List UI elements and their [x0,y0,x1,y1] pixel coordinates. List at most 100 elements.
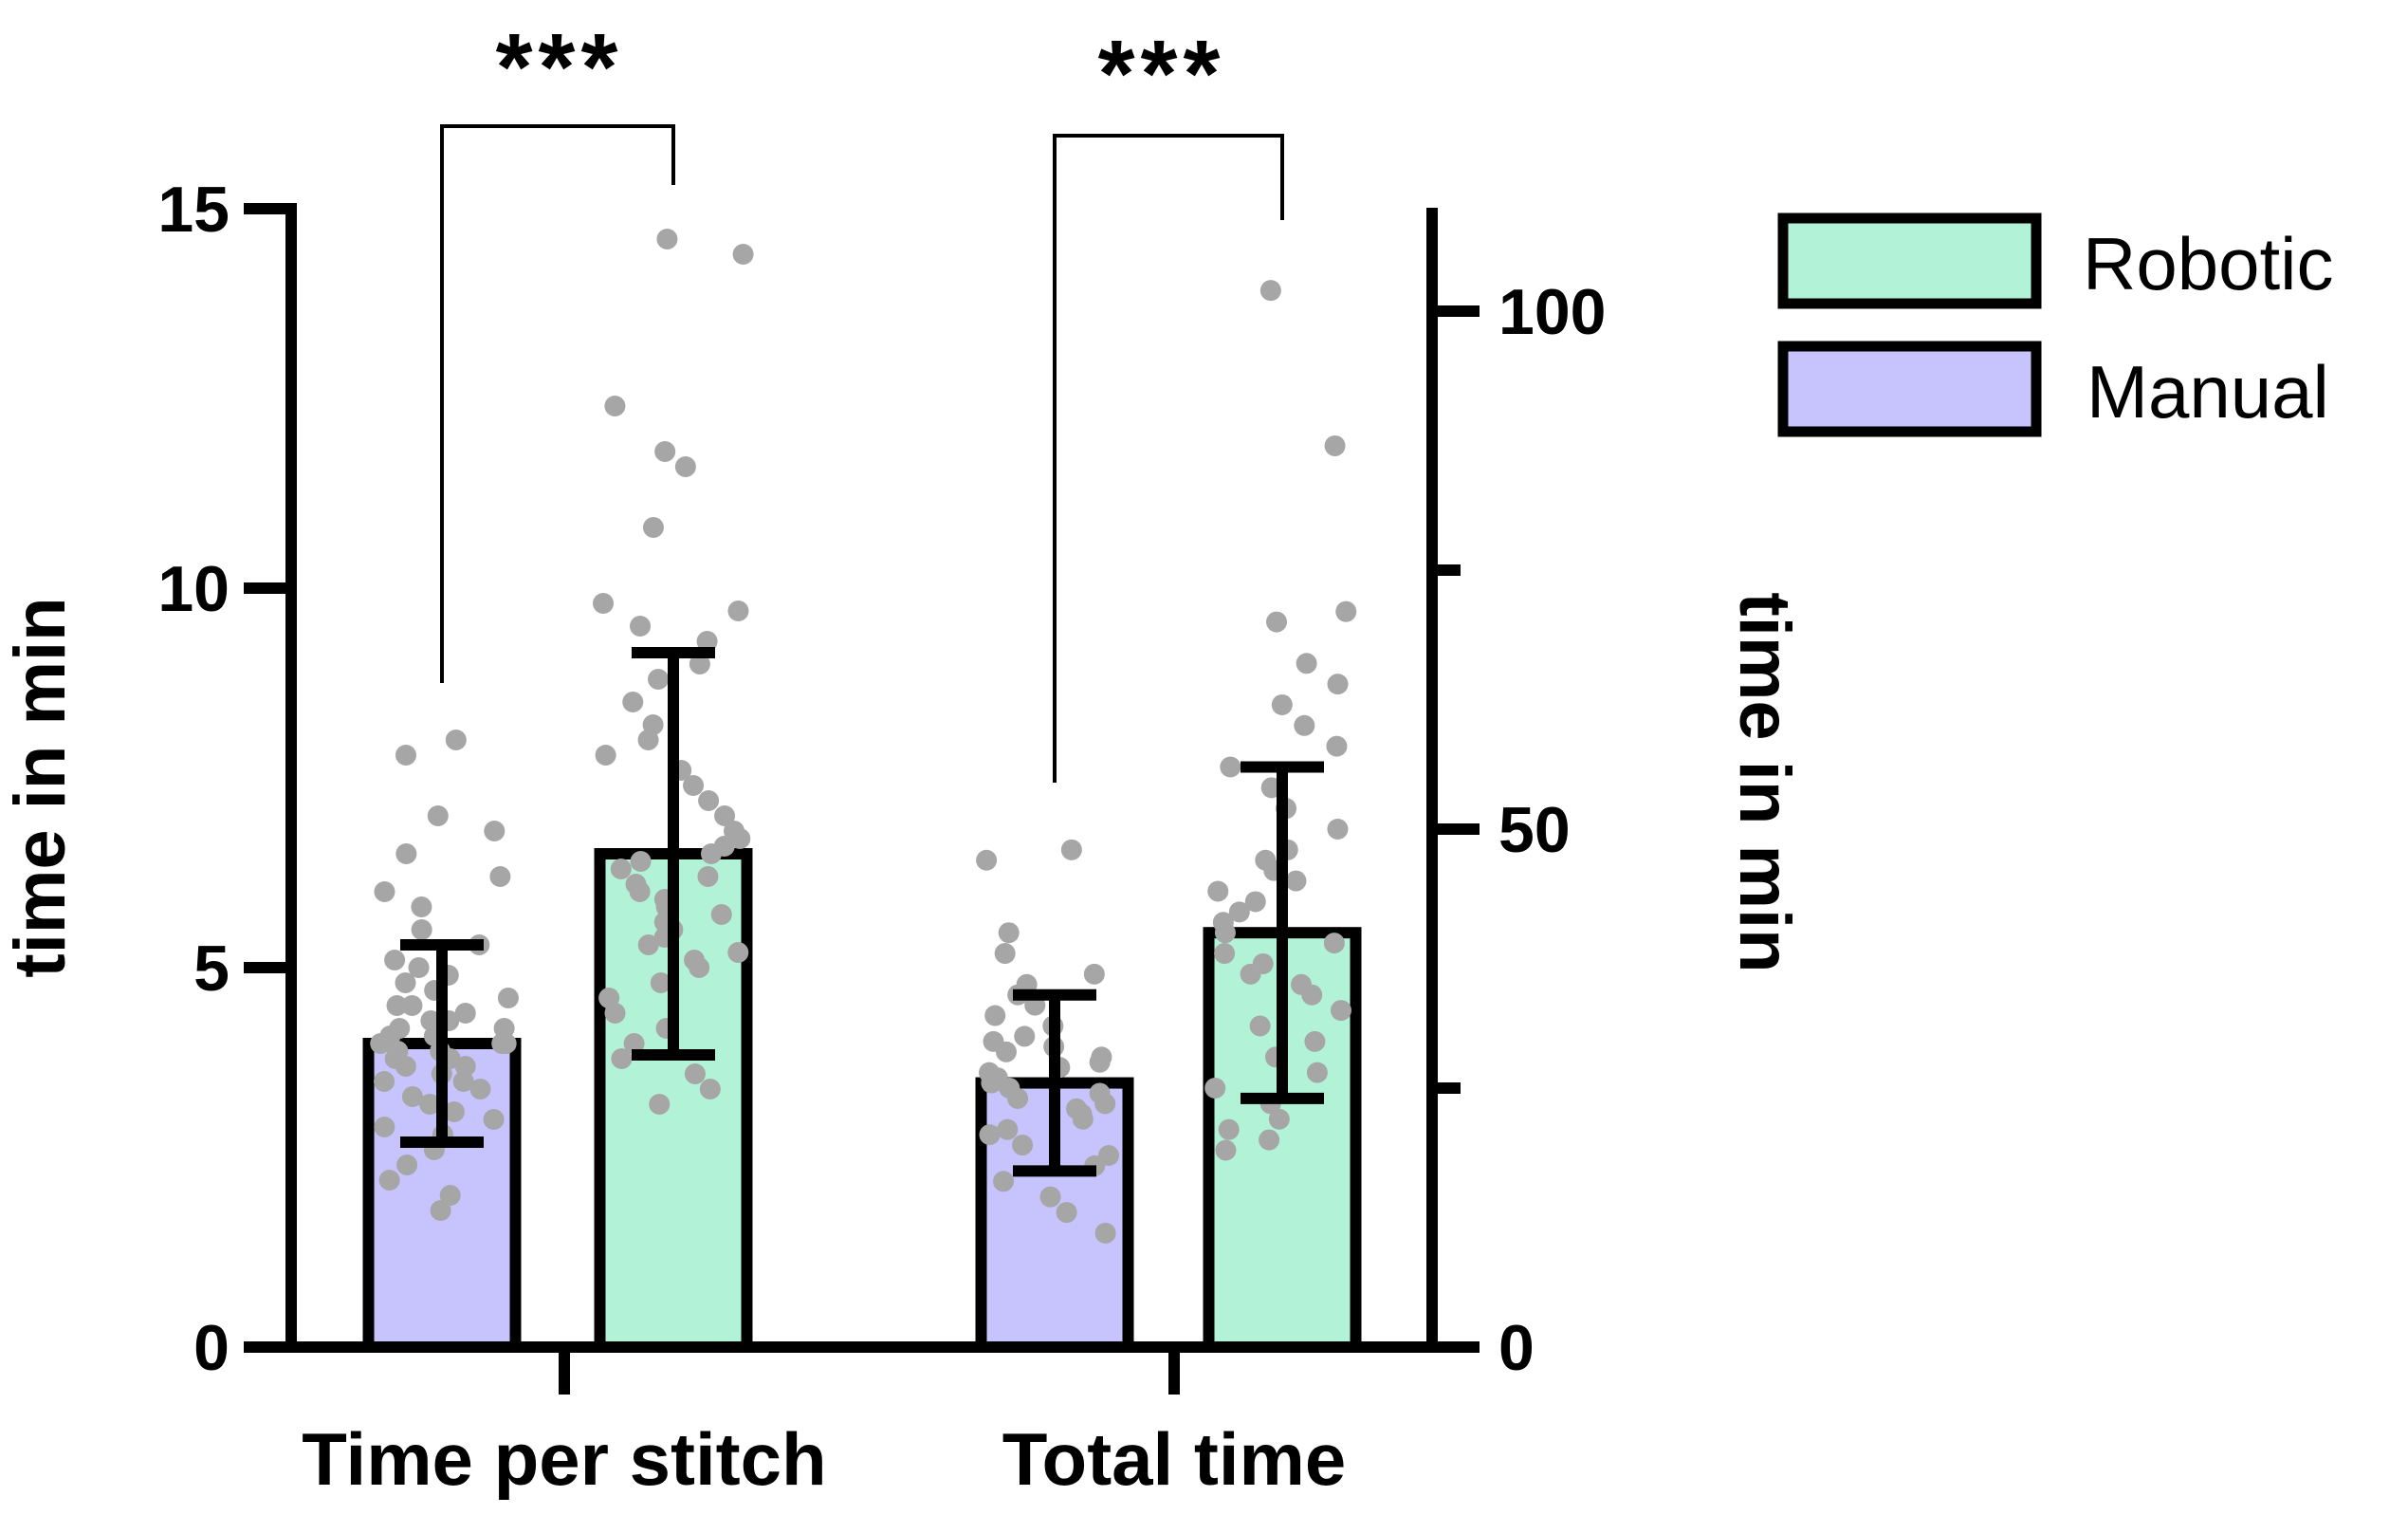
category-label-time-per-stitch: Time per stitch [302,1417,826,1501]
data-point-robotic-total [1323,933,1345,954]
data-point-robotic-total [1330,1000,1351,1022]
data-point-manual-total [997,1118,1019,1140]
data-point-robotic-stitch [732,244,754,265]
data-point-manual-stitch [386,995,408,1016]
significance-bracket-stitch [440,124,675,683]
data-point-robotic-stitch [642,714,664,735]
data-point-robotic-total [1327,674,1349,695]
legend-label-robotic: Robotic [2083,222,2333,305]
significance-label-stitch: *** [496,14,624,120]
data-point-robotic-stitch [699,1079,721,1099]
data-point-manual-total [994,943,1016,965]
data-point-robotic-total [1207,880,1229,902]
data-point-manual-stitch [374,1071,395,1092]
data-point-manual-stitch [401,1086,423,1107]
data-point-manual-total [1098,1144,1120,1166]
left-tick-label-10: 10 [157,553,230,625]
data-point-manual-stitch [497,988,519,1008]
data-point-manual-total [1056,1202,1077,1224]
data-point-robotic-total [1259,1129,1280,1151]
data-point-manual-total [1060,839,1082,860]
data-point-robotic-total [1327,819,1349,840]
data-point-robotic-stitch [689,654,710,674]
data-point-manual-stitch [389,1018,411,1039]
data-point-robotic-stitch [713,836,735,857]
data-point-manual-total [983,1030,1004,1052]
data-point-manual-stitch [374,1117,395,1137]
data-point-manual-stitch [489,866,511,887]
data-point-manual-stitch [445,730,467,750]
data-point-manual-stitch [411,919,432,940]
data-point-robotic-stitch [637,934,659,955]
data-point-manual-total [979,1124,1001,1146]
left-tick-label-0: 0 [193,1312,230,1384]
data-point-manual-stitch [469,1079,491,1099]
data-point-robotic-stitch [683,775,705,796]
significance-bracket-total [1053,134,1284,783]
data-point-robotic-stitch [684,1063,706,1084]
data-point-robotic-total [1204,1078,1226,1099]
right-axis-title: time in min [1724,592,1805,972]
data-point-robotic-stitch [710,904,732,925]
right-tick-label-50: 50 [1498,794,1571,866]
left-axis-title: time in min [0,597,81,977]
data-point-robotic-stitch [698,790,720,811]
data-point-manual-total [1012,1135,1034,1156]
data-point-robotic-stitch [593,593,615,614]
data-point-manual-stitch [493,1018,515,1039]
data-point-manual-stitch [395,972,416,993]
data-point-robotic-stitch [595,745,616,766]
data-point-manual-stitch [396,1155,418,1175]
data-point-manual-stitch [484,821,505,841]
data-point-robotic-total [1255,849,1277,871]
data-point-robotic-total [1326,735,1348,757]
data-point-manual-stitch [384,950,406,970]
data-point-robotic-stitch [630,616,652,637]
data-point-manual-stitch [401,995,423,1016]
data-point-robotic-total [1324,434,1346,456]
data-point-robotic-stitch [649,1094,671,1115]
data-point-robotic-stitch [610,859,632,879]
data-point-robotic-stitch [674,456,696,477]
data-point-manual-stitch [443,1101,465,1122]
data-point-robotic-total [1228,901,1250,923]
data-point-manual-stitch [454,1003,476,1024]
data-point-robotic-total [1259,280,1281,302]
data-point-robotic-stitch [727,942,749,963]
data-point-manual-stitch [378,1170,400,1191]
data-point-robotic-total [1266,611,1288,633]
right-tick-label-0: 0 [1498,1312,1535,1384]
data-point-manual-total [1014,1025,1036,1047]
data-point-robotic-total [1306,1062,1328,1083]
data-point-manual-total [984,1005,1006,1026]
legend-swatch-manual [1777,341,2042,437]
data-point-robotic-total [1220,756,1241,778]
data-point-robotic-total [1285,870,1307,892]
chart-marks: 0 5 10 15 0 50 100 [157,124,1606,1395]
data-point-robotic-stitch [625,874,647,895]
data-point-manual-total [1066,1098,1088,1119]
data-point-robotic-stitch [623,1033,645,1054]
data-point-robotic-stitch [650,972,671,993]
data-point-robotic-stitch [684,950,706,970]
data-point-manual-total [1089,1082,1111,1104]
data-point-robotic-stitch [727,600,749,621]
data-point-robotic-total [1271,693,1293,715]
data-point-robotic-stitch [714,805,736,826]
right-tick-label-100: 100 [1498,276,1606,348]
data-point-manual-total [979,1062,1001,1083]
data-point-manual-stitch [495,1033,517,1054]
data-point-manual-total [1094,1222,1116,1244]
data-point-robotic-total [1252,952,1274,974]
data-point-manual-total [998,922,1020,944]
left-tick-label-5: 5 [193,933,230,1005]
data-point-manual-stitch [395,843,417,864]
data-point-robotic-total [1249,1015,1271,1037]
data-point-manual-total [1091,1046,1112,1068]
left-tick-label-15: 15 [157,174,230,246]
data-point-robotic-stitch [598,988,620,1008]
data-point-robotic-stitch [656,229,678,249]
data-point-manual-total [1083,963,1105,985]
data-point-robotic-total [1304,1030,1326,1052]
